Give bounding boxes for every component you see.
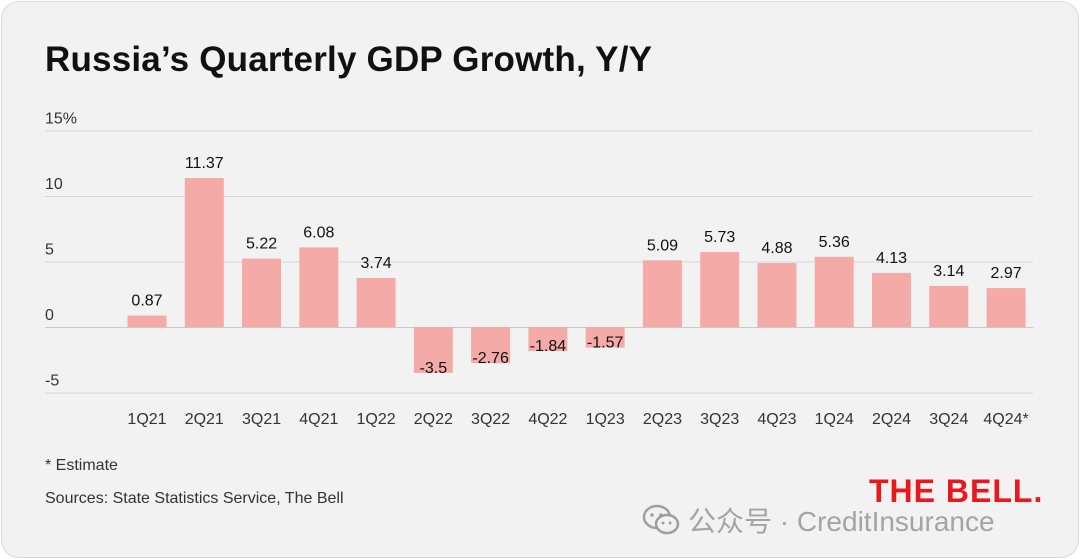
bar	[528, 327, 568, 352]
x-tick-label: 2Q24	[872, 411, 911, 428]
x-tick-label: 1Q21	[127, 411, 166, 428]
bar	[757, 263, 797, 327]
data-label: 11.37	[185, 155, 224, 172]
bar	[413, 327, 453, 373]
x-tick-label: 2Q23	[643, 411, 682, 428]
x-tick-label: 2Q21	[185, 411, 224, 428]
data-label: 5.09	[647, 237, 678, 254]
bar	[127, 315, 167, 327]
data-label: 4.88	[761, 240, 792, 257]
bar	[642, 260, 682, 327]
watermark: 公众号 · CreditInsurance	[642, 500, 995, 540]
bar	[242, 258, 282, 327]
x-tick-label: 4Q24*	[983, 411, 1028, 428]
x-tick-label: 4Q22	[528, 411, 567, 428]
bar	[356, 278, 396, 327]
y-tick-label: 5	[45, 242, 54, 259]
data-label: 6.08	[303, 224, 334, 241]
data-label: 3.74	[361, 255, 392, 272]
data-label: 2.97	[990, 265, 1021, 282]
bar	[929, 285, 969, 327]
bar	[700, 251, 740, 327]
x-tick-label: 1Q24	[815, 411, 854, 428]
data-label: -3.5	[420, 360, 448, 377]
data-label: 0.87	[131, 293, 162, 310]
x-tick-label: 3Q22	[471, 411, 510, 428]
y-tick-label: -5	[45, 373, 59, 390]
data-label: -2.76	[472, 350, 509, 367]
y-tick-label: 15%	[45, 111, 77, 128]
wechat-icon	[642, 504, 680, 535]
bar	[471, 327, 511, 364]
data-label: 5.73	[704, 229, 735, 246]
bar	[872, 272, 912, 327]
x-tick-label: 1Q23	[586, 411, 625, 428]
y-tick-label: 10	[45, 176, 63, 193]
data-label: -1.57	[587, 335, 624, 352]
y-tick-label: 0	[45, 307, 54, 324]
bar	[814, 256, 854, 327]
x-tick-label: 4Q21	[299, 411, 338, 428]
data-label: 5.22	[246, 236, 277, 253]
data-label: 4.13	[876, 250, 907, 267]
x-tick-label: 3Q24	[929, 411, 968, 428]
bar	[986, 288, 1026, 327]
brand-logo: THE BELL.	[869, 473, 1044, 509]
data-label: -1.84	[530, 338, 567, 355]
chart-title: Russia’s Quarterly GDP Growth, Y/Y	[45, 40, 653, 79]
x-tick-label: 3Q21	[242, 411, 281, 428]
x-tick-label: 2Q22	[414, 411, 453, 428]
x-tick-label: 3Q23	[700, 411, 739, 428]
x-tick-label: 4Q23	[757, 411, 796, 428]
watermark-text: 公众号 · CreditInsurance	[688, 506, 995, 537]
footnote: * Estimate	[45, 457, 118, 474]
bar	[585, 327, 625, 348]
bar	[299, 247, 339, 327]
sources: Sources: State Statistics Service, The B…	[45, 490, 344, 507]
bar	[184, 178, 224, 327]
x-tick-label: 1Q22	[357, 411, 396, 428]
data-label: 3.14	[933, 263, 964, 280]
data-label: 5.36	[819, 234, 850, 251]
